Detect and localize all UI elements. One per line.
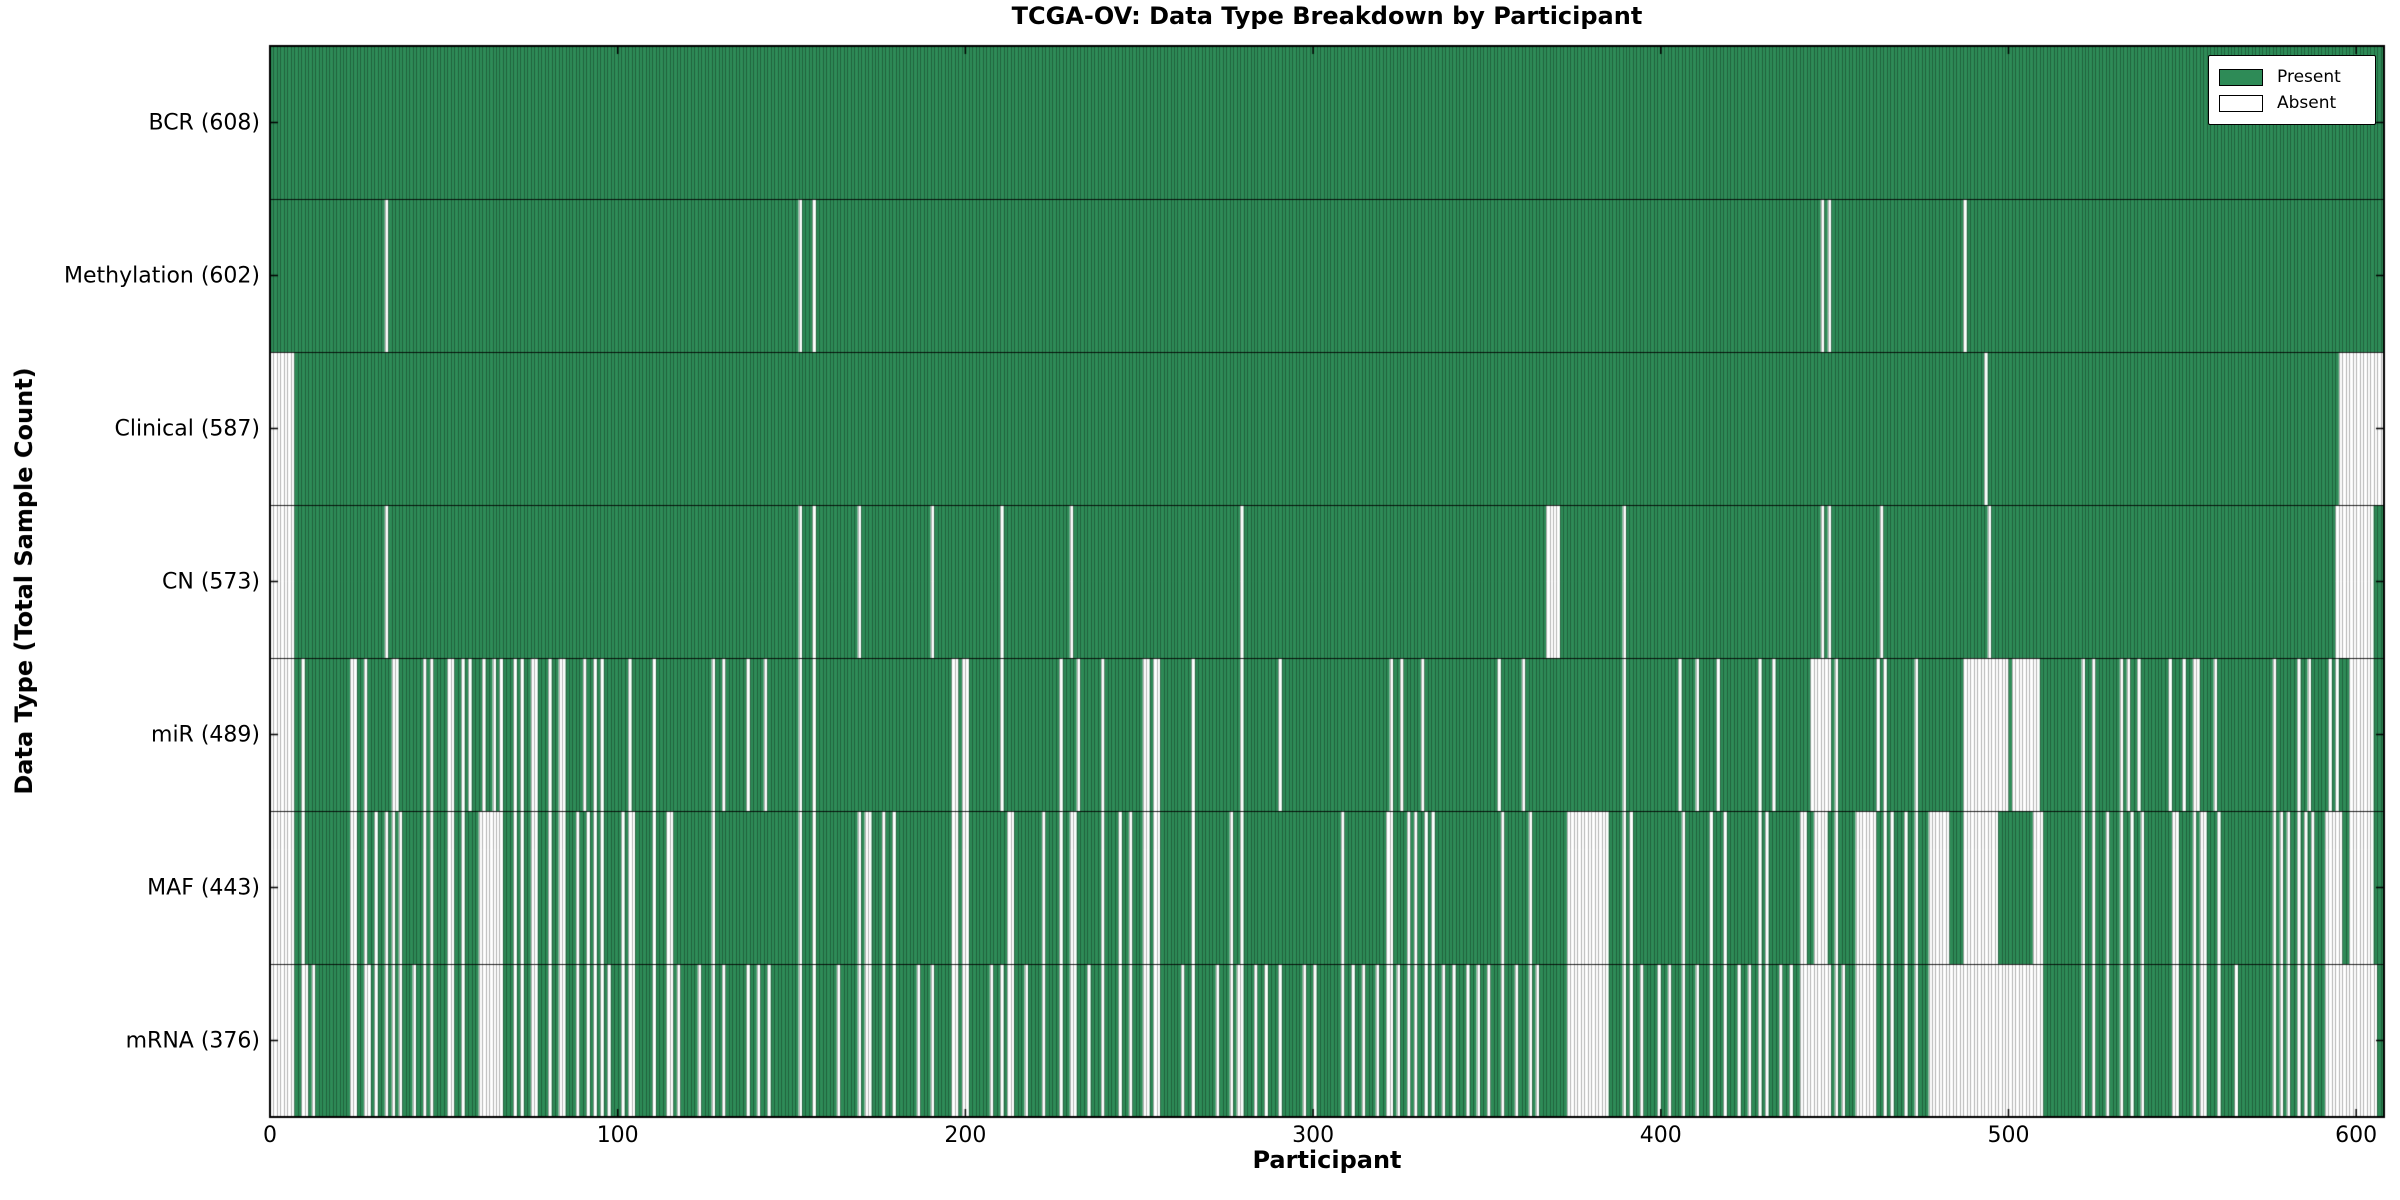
x-tick-label: 500 [1987, 1123, 2030, 1148]
absent-label: Absent [2277, 93, 2337, 113]
x-axis-title: Participant [1252, 1146, 1402, 1174]
absent-swatch [2219, 94, 2263, 112]
y-tick-label: miR (489) [151, 722, 260, 747]
y-tick-label: CN (573) [162, 569, 260, 594]
x-tick-label: 600 [2335, 1123, 2378, 1148]
present-swatch [2219, 68, 2263, 86]
legend: Present Absent [2208, 55, 2376, 125]
chart-title: TCGA-OV: Data Type Breakdown by Particip… [1011, 2, 1643, 30]
y-tick-label: Methylation (602) [64, 263, 260, 288]
x-tick-label: 100 [596, 1123, 639, 1148]
legend-item-absent: Absent [2219, 90, 2365, 116]
x-tick-label: 0 [263, 1123, 277, 1148]
x-tick-label: 200 [944, 1123, 987, 1148]
y-tick-label: MAF (443) [147, 875, 260, 900]
present-label: Present [2277, 67, 2341, 87]
y-tick-label: BCR (608) [148, 110, 260, 135]
y-tick-label: mRNA (376) [125, 1028, 260, 1053]
legend-item-present: Present [2219, 64, 2365, 90]
x-tick-label: 400 [1639, 1123, 1682, 1148]
x-tick-label: 300 [1292, 1123, 1335, 1148]
y-tick-label: Clinical (587) [114, 416, 260, 441]
